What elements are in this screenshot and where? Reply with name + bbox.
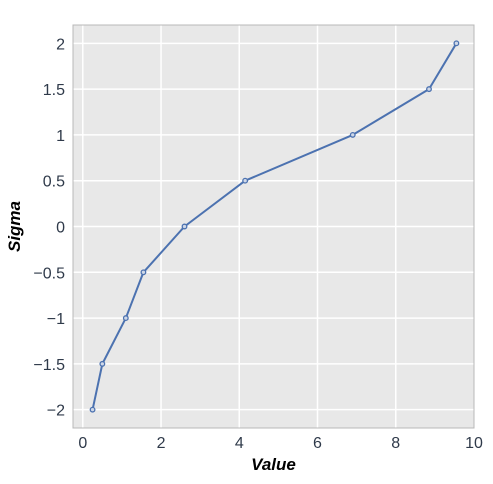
- data-point: [89, 406, 96, 413]
- plot-frame: [72, 24, 475, 429]
- x-tick-label: 2: [157, 435, 166, 452]
- data-point: [181, 223, 188, 230]
- data-point: [453, 40, 460, 47]
- x-axis-title: Value: [251, 455, 296, 474]
- x-tick-label: 10: [465, 435, 483, 452]
- y-tick-label: 0.5: [43, 174, 65, 191]
- y-tick-label: 1.5: [43, 82, 65, 99]
- x-axis-ticks: 0 2 4 6 8 10: [78, 435, 483, 452]
- data-point: [426, 86, 432, 93]
- y-axis-ticks: −2 −1.5 −1 −0.5 0 0.5 1 1.5 2: [33, 36, 65, 419]
- data-point: [122, 315, 129, 322]
- x-tick-label: 0: [78, 435, 87, 452]
- y-tick-label: 2: [56, 36, 65, 53]
- x-tick-label: 8: [391, 435, 400, 452]
- y-tick-label: 0: [56, 220, 65, 237]
- x-tick-label: 6: [313, 435, 322, 452]
- data-point: [242, 177, 249, 184]
- y-axis-title: Sigma: [5, 201, 24, 252]
- y-tick-label: 1: [56, 128, 65, 145]
- y-tick-label: −1.5: [33, 357, 65, 374]
- y-tick-label: −0.5: [33, 265, 65, 282]
- data-point: [99, 360, 106, 367]
- y-tick-label: −1: [47, 311, 65, 328]
- y-tick-label: −2: [47, 403, 65, 420]
- x-tick-label: 4: [235, 435, 244, 452]
- gridlines: [73, 25, 474, 428]
- series-layer: [89, 40, 460, 413]
- data-point: [140, 269, 147, 276]
- data-point: [349, 131, 356, 138]
